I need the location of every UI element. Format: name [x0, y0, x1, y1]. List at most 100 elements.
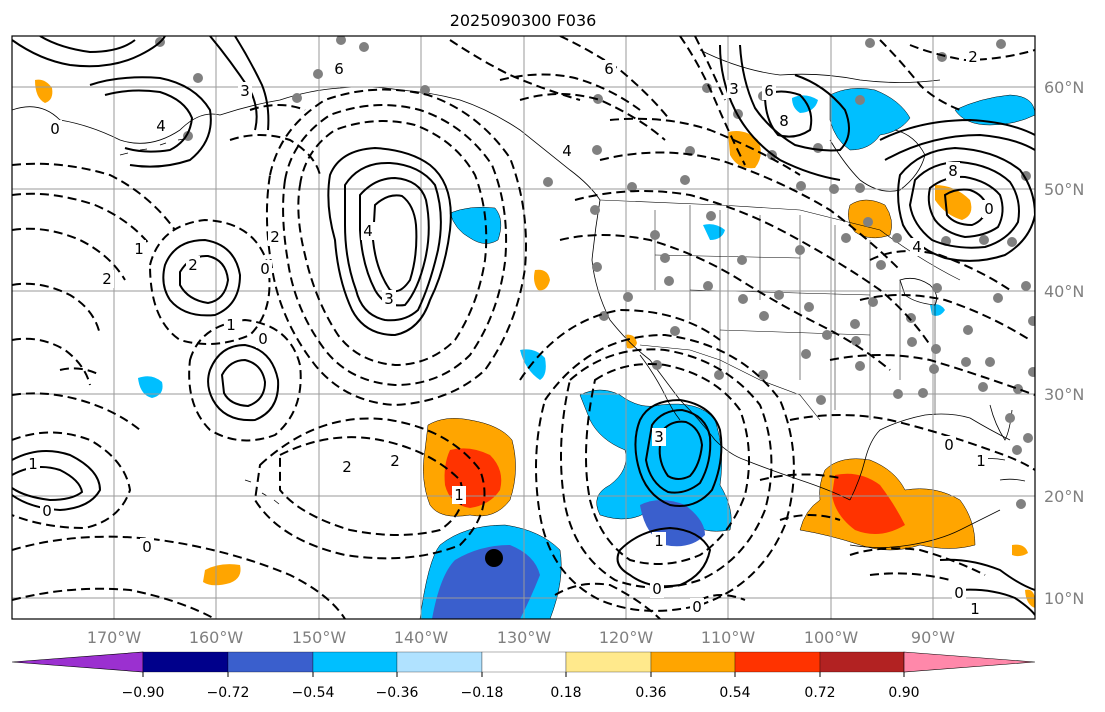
contour-label: 1: [452, 486, 466, 504]
contour-label: 2: [186, 256, 200, 274]
colorbar-extend-max: [903, 651, 1036, 673]
svg-text:4: 4: [562, 142, 572, 160]
lon-label: 170°W: [87, 628, 142, 647]
lat-label: 40°N: [1044, 282, 1084, 301]
contour-label: 0: [256, 330, 270, 348]
great-lakes: [899, 277, 938, 306]
red-shade-mexico-south: [832, 473, 905, 534]
contour-label: 1: [974, 452, 988, 470]
colorbar-tick-label: 0.36: [635, 685, 666, 701]
contour-label: 1: [968, 600, 982, 618]
contour-label: 2: [268, 228, 282, 246]
contour-label: 8: [777, 112, 791, 130]
map-panel: 0 4 3 6 4 2 3 2 1 0 2 1 0 1 0 0 2 2 1 3 …: [12, 36, 1035, 619]
us-mexico-border: [639, 344, 821, 421]
colorbar-bin: [142, 651, 229, 673]
dashed-contours: [12, 36, 1035, 619]
contour-label: 0: [48, 120, 62, 138]
contour-label: 3: [652, 428, 666, 446]
contour-label: 6: [762, 82, 776, 100]
gridlines: [12, 36, 1035, 619]
contour-label: 0: [258, 260, 272, 278]
lon-label: 110°W: [701, 628, 756, 647]
storm-center-marker: [485, 549, 503, 567]
svg-text:1: 1: [976, 452, 986, 470]
lon-label: 160°W: [189, 628, 244, 647]
lon-label: 90°W: [911, 628, 955, 647]
svg-text:0: 0: [142, 538, 152, 556]
contour-label: 4: [154, 117, 168, 135]
svg-text:3: 3: [654, 428, 664, 446]
latitude-labels: 60°N 50°N 40°N 30°N 20°N 10°N: [1044, 78, 1084, 608]
svg-text:0: 0: [652, 580, 662, 598]
svg-text:3: 3: [729, 80, 739, 98]
mexico-gulf-coast: [849, 413, 1011, 501]
contour-label: 2: [388, 452, 402, 470]
contour-label: 0: [952, 584, 966, 602]
lon-label: 130°W: [497, 628, 552, 647]
svg-text:6: 6: [764, 82, 774, 100]
contour-label: 2: [100, 270, 114, 288]
blue-shade-southwest-pacific: [432, 545, 540, 619]
svg-text:0: 0: [50, 120, 60, 138]
contour-label: 0: [40, 502, 54, 520]
colorbar-bin: [227, 651, 314, 673]
svg-text:3: 3: [240, 82, 250, 100]
svg-text:3: 3: [384, 290, 394, 308]
lat-label: 10°N: [1044, 589, 1084, 608]
svg-text:2: 2: [390, 452, 400, 470]
svg-text:2: 2: [188, 256, 198, 274]
aleutian-islands: [119, 138, 185, 156]
orange-shade-alaska: [35, 79, 53, 103]
svg-text:6: 6: [334, 60, 344, 78]
contour-label: 4: [910, 238, 924, 256]
contour-label: 8: [946, 162, 960, 180]
colorbar-tick-label: −0.18: [461, 685, 504, 701]
contour-label: 3: [727, 80, 741, 98]
cyan-shade-canada-west: [792, 95, 818, 113]
colorbar-bin: [734, 651, 821, 673]
svg-text:0: 0: [260, 260, 270, 278]
contour-label: 6: [332, 60, 346, 78]
svg-text:4: 4: [363, 222, 373, 240]
contour-label: 0: [942, 436, 956, 454]
colorbar-tick-label: −0.54: [292, 685, 335, 701]
colorbar-tick-label: 0.90: [888, 685, 919, 701]
cyan-shade-pacific-west: [138, 376, 163, 398]
contour-label: 1: [132, 240, 146, 258]
svg-text:0: 0: [258, 330, 268, 348]
lat-label: 50°N: [1044, 180, 1084, 199]
svg-text:4: 4: [912, 238, 922, 256]
orange-shade-pacific-low: [203, 564, 241, 586]
contour-label: 6: [602, 60, 616, 78]
contour-label: 0: [650, 580, 664, 598]
contour-label: 2: [966, 48, 980, 66]
colorbar-bin: [481, 651, 567, 673]
svg-text:2: 2: [102, 270, 112, 288]
contour-label: 1: [26, 455, 40, 473]
lat-label: 30°N: [1044, 385, 1084, 404]
svg-text:8: 8: [779, 112, 789, 130]
lon-label: 120°W: [599, 628, 654, 647]
colorbar-bin: [312, 651, 398, 673]
svg-text:0: 0: [692, 598, 702, 616]
colorbar-ticks: [142, 672, 905, 677]
svg-text:4: 4: [156, 117, 166, 135]
lat-label: 20°N: [1044, 487, 1084, 506]
lon-label: 100°W: [804, 628, 859, 647]
svg-text:0: 0: [944, 436, 954, 454]
colorbar-tick-label: 0.72: [804, 685, 835, 701]
contour-label: 0: [140, 538, 154, 556]
svg-text:6: 6: [604, 60, 614, 78]
station-markers: [155, 36, 1035, 509]
cyan-shade-pacific-north: [449, 206, 502, 244]
svg-text:1: 1: [454, 486, 464, 504]
colorbar-tick-label: −0.72: [207, 685, 250, 701]
orange-shade-caribbean: [1012, 544, 1035, 608]
contour-label: 3: [238, 82, 252, 100]
colorbar-tick-label: −0.90: [122, 685, 165, 701]
colorbar-bin: [819, 651, 905, 673]
svg-text:2: 2: [968, 48, 978, 66]
colorbar-tick-label: 0.54: [719, 685, 750, 701]
